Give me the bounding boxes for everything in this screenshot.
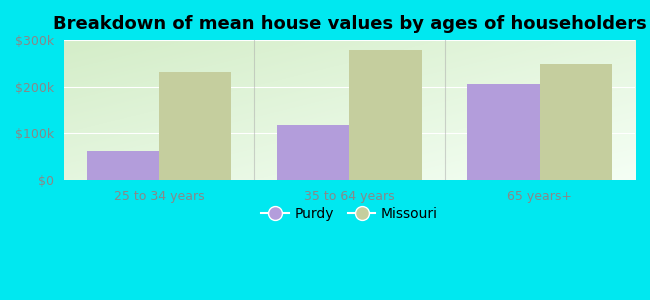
Bar xyxy=(277,125,350,180)
Bar xyxy=(540,64,612,180)
Title: Breakdown of mean house values by ages of householders: Breakdown of mean house values by ages o… xyxy=(53,15,646,33)
Bar xyxy=(86,151,159,180)
Legend: Purdy, Missouri: Purdy, Missouri xyxy=(255,201,443,226)
Bar xyxy=(350,50,422,180)
Bar xyxy=(467,85,540,180)
Bar xyxy=(159,72,231,180)
